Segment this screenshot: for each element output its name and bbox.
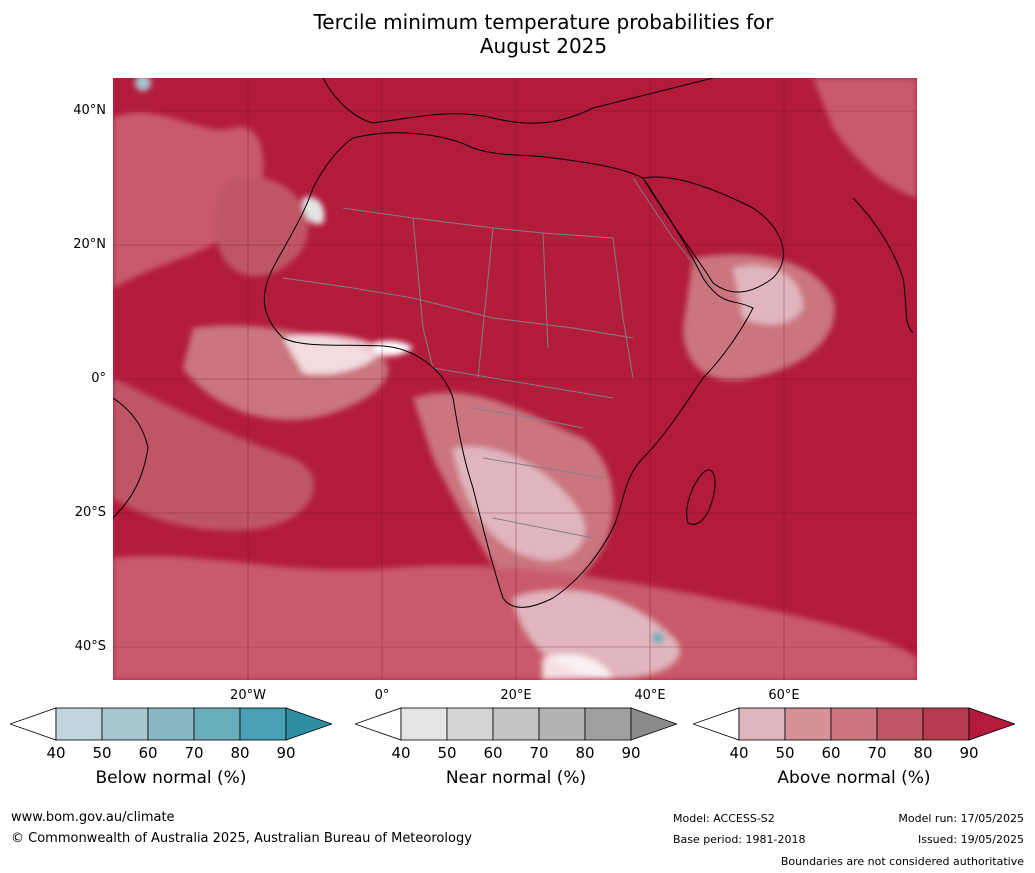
issued-date: Issued: 19/05/2025	[917, 833, 1024, 846]
tick: 50	[92, 744, 112, 762]
colorbar-segment	[584, 707, 632, 741]
title-line-1: Tercile minimum temperature probabilitie…	[313, 10, 774, 34]
colorbar-below-normal-scale	[8, 707, 334, 741]
tick: 40	[46, 744, 66, 762]
base-period: Base period: 1981-2018	[673, 833, 806, 846]
colorbar-segment	[101, 707, 149, 741]
colorbar-segment	[538, 707, 586, 741]
tick: 40	[391, 744, 411, 762]
map-title: Tercile minimum temperature probabilitie…	[0, 10, 1035, 58]
tick: 90	[959, 744, 979, 762]
colorbar-segment	[400, 707, 448, 741]
probability-patches	[113, 78, 917, 680]
colorbar-segment	[492, 707, 540, 741]
tick: 70	[867, 744, 887, 762]
copyright-text: © Commonwealth of Australia 2025, Austra…	[11, 831, 472, 846]
map-graphic	[113, 78, 917, 680]
colorbar-segment	[922, 707, 970, 741]
colorbar-segment	[876, 707, 924, 741]
website-link[interactable]: www.bom.gov.au/climate	[11, 810, 175, 825]
madagascar-coastline	[686, 469, 716, 525]
tick: 90	[276, 744, 296, 762]
tick: 90	[621, 744, 641, 762]
tick: 80	[913, 744, 933, 762]
colorbar-extend-low	[8, 707, 57, 741]
tick: 50	[437, 744, 457, 762]
lat-label-40n: 40°N	[73, 103, 106, 118]
lat-label-0: 0°	[91, 371, 106, 386]
colorbar-segment	[193, 707, 241, 741]
colorbar-near-normal: 40 50 60 70 80 90 Near normal (%)	[353, 706, 679, 788]
tick: 40	[729, 744, 749, 762]
tick: 60	[138, 744, 158, 762]
africa-coastline	[263, 132, 754, 608]
model-name: Model: ACCESS-S2	[673, 812, 775, 825]
lat-label-20n: 20°N	[73, 237, 106, 252]
colorbar-extend-low	[353, 707, 402, 741]
lon-label-60e: 60°E	[768, 688, 800, 703]
title-line-2: August 2025	[479, 34, 608, 58]
colorbar-above-normal-caption: Above normal (%)	[777, 768, 931, 788]
colorbar-segment	[784, 707, 832, 741]
colorbar-segment	[147, 707, 195, 741]
colorbar-segment	[55, 707, 103, 741]
colorbar-above-normal-scale	[691, 707, 1017, 741]
colorbar-extend-high	[285, 707, 334, 741]
tick: 80	[230, 744, 250, 762]
tick: 70	[184, 744, 204, 762]
south-america-coastline	[113, 397, 149, 519]
tick: 70	[529, 744, 549, 762]
colorbar-below-normal: 40 50 60 70 80 90 Below normal (%)	[8, 706, 334, 788]
lon-label-0: 0°	[374, 688, 390, 703]
colorbar-segment	[830, 707, 878, 741]
tick: 60	[483, 744, 503, 762]
lon-label-40e: 40°E	[634, 688, 666, 703]
probability-map	[113, 78, 917, 680]
colorbar-near-normal-caption: Near normal (%)	[445, 768, 587, 788]
graticule	[113, 78, 917, 680]
arabia-coastline	[642, 176, 784, 293]
lat-label-40s: 40°S	[74, 639, 106, 654]
india-coastline	[852, 197, 914, 334]
colorbar-below-normal-caption: Below normal (%)	[95, 768, 247, 788]
model-run-date: Model run: 17/05/2025	[898, 812, 1024, 825]
boundaries-disclaimer: Boundaries are not considered authoritat…	[780, 855, 1024, 868]
lat-label-20s: 20°S	[74, 505, 106, 520]
colorbar-extend-low	[691, 707, 740, 741]
colorbar-segment	[446, 707, 494, 741]
europe-coastline	[322, 78, 714, 124]
colorbar-segment	[239, 707, 287, 741]
tick: 80	[575, 744, 595, 762]
colorbar-above-normal: 40 50 60 70 80 90 Above normal (%)	[691, 706, 1017, 788]
tick: 60	[821, 744, 841, 762]
lon-label-20e: 20°E	[500, 688, 532, 703]
colorbar-extend-high	[630, 707, 679, 741]
tick: 50	[775, 744, 795, 762]
lon-label-20w: 20°W	[230, 688, 266, 703]
colorbar-near-normal-scale	[353, 707, 679, 741]
colorbar-segment	[738, 707, 786, 741]
colorbar-extend-high	[968, 707, 1017, 741]
